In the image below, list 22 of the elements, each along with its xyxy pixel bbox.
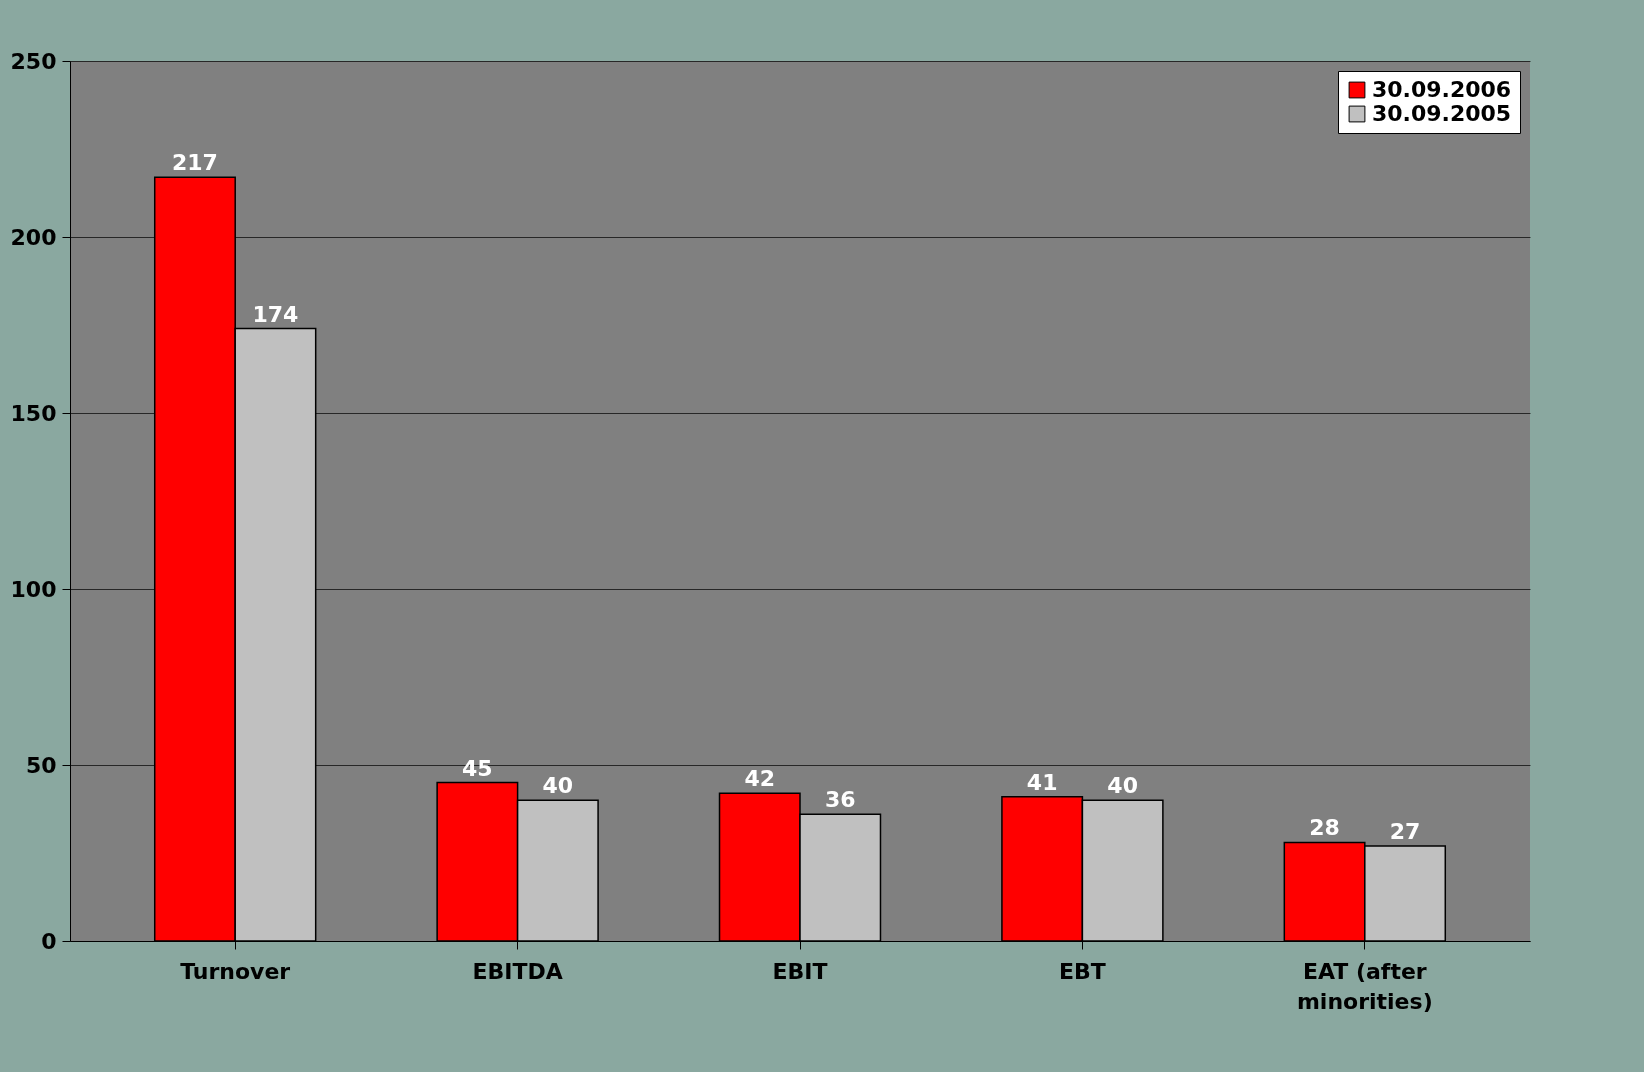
legend-label: 30.09.2005 [1372,101,1512,126]
y-tick-label: 50 [25,752,57,778]
data-label: 28 [1309,815,1340,841]
y-tick-label: 0 [41,928,57,954]
data-label: 217 [171,150,218,176]
x-tick-label: EBIT [772,958,828,984]
x-tick-label: EBITDA [472,958,563,984]
data-label: 41 [1026,769,1058,795]
data-label: 36 [824,787,856,813]
data-label: 40 [1107,773,1138,799]
y-tick-label: 150 [10,400,57,426]
x-tick-label: EAT (after minorities) [1296,958,1433,1014]
data-label: 40 [542,773,574,799]
legend-label: 30.09.2006 [1372,77,1512,102]
data-label: 27 [1389,818,1421,844]
y-tick-label: 100 [10,576,57,602]
data-label: 174 [252,301,299,327]
x-tick-label: EBT [1058,958,1106,984]
y-tick-label: 250 [10,48,57,74]
y-tick-label: 200 [10,224,57,250]
data-label: 42 [744,766,776,792]
x-tick-label: Turnover [180,958,291,984]
